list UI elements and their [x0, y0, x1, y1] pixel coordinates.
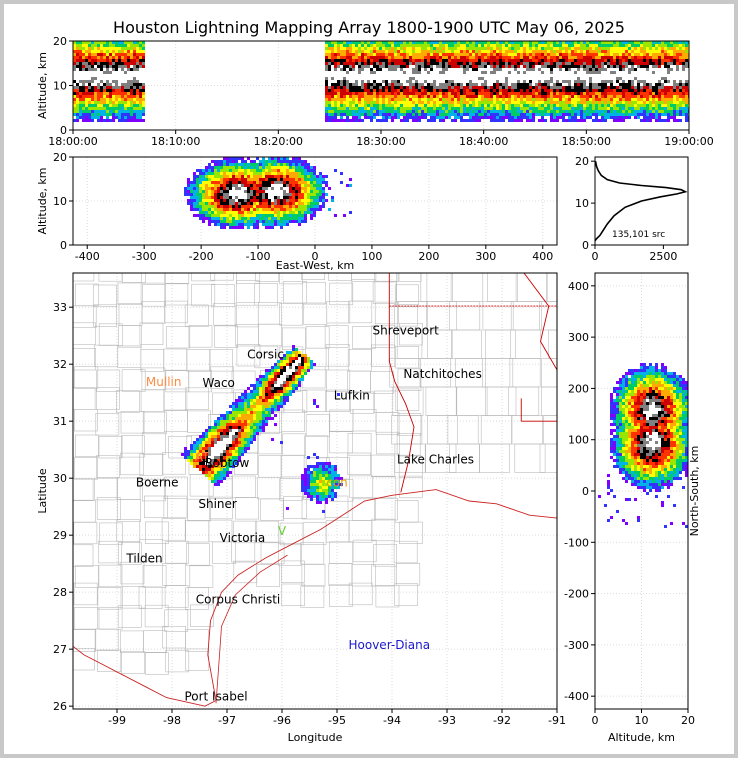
north-south-yaxis-tick-label: 0 — [582, 485, 589, 498]
east-west-xaxis-tick-label: 400 — [532, 250, 553, 263]
latitude-axis-tick-label: 31 — [53, 415, 67, 428]
north-south-yaxis-tick-label: -200 — [564, 588, 589, 601]
city-label: Tilden — [125, 552, 162, 566]
longitude-axis-tick-label: -94 — [383, 714, 401, 727]
longitude-axis-tick-label: -91 — [548, 714, 566, 727]
east-west-yaxis-tick-label: 20 — [53, 151, 67, 164]
longitude-axis-tick-label: -96 — [273, 714, 291, 727]
lma-figure: 135,101 src Shreveport Corsic Natchitoches W… — [36, 35, 714, 744]
figure-frame: Houston Lightning Mapping Array 1800-190… — [4, 4, 734, 754]
time-altitude-yaxis-tick-label: 20 — [53, 35, 67, 48]
altitude-xaxis-tick-label: 10 — [635, 714, 649, 727]
latitude-axis-tick-label: 32 — [53, 358, 67, 371]
north-south-yaxis-tick-label: 300 — [568, 331, 589, 344]
map-frame — [72, 272, 558, 710]
city-label: Corpus Christi — [196, 593, 281, 607]
north-south-yaxis-tick-label: -300 — [564, 639, 589, 652]
la-ms-border — [520, 398, 557, 422]
east-west-xaxis-tick-label: -300 — [132, 250, 157, 263]
north-south-density — [598, 363, 688, 528]
latitude-axis-tick-label: 27 — [53, 643, 67, 656]
longitude-axis-tick-label: -99 — [108, 714, 126, 727]
city-label: Port Isabel — [184, 690, 247, 704]
time-axis-tick-label: 18:50:00 — [562, 135, 611, 148]
altitude-xaxis-tick-label: 0 — [592, 714, 599, 727]
tx-la-border — [388, 273, 415, 493]
east-west-xaxis-tick-label: -100 — [246, 250, 271, 263]
north-south-yaxis-tick-label: -400 — [564, 690, 589, 703]
time-axis-tick-label: 18:20:00 — [254, 135, 303, 148]
city-label: Shreveport — [373, 324, 440, 338]
city-label: Hoover-Diana — [349, 638, 431, 652]
latitude-axis-tick-label: 33 — [53, 301, 67, 314]
time-altitude-density — [73, 41, 689, 122]
north-south-yaxis-tick-label: 100 — [568, 434, 589, 447]
time-altitude-yaxis-tick-label: 10 — [53, 80, 67, 93]
histogram-xaxis-tick-label: 2500 — [649, 250, 677, 263]
city-label: Corsic — [247, 348, 284, 362]
city-label: Robtow — [205, 456, 250, 470]
time-axis-tick-label: 18:30:00 — [356, 135, 405, 148]
latitude-axis-tick-label: 28 — [53, 586, 67, 599]
histogram-yaxis-tick-label: 20 — [575, 155, 589, 168]
latitude-axis-tick-label: 26 — [53, 700, 67, 713]
altitude-histogram-frame — [594, 156, 689, 246]
city-label: Mullin — [146, 375, 182, 389]
longitude-axis-tick-label: -95 — [328, 714, 346, 727]
north-south-yaxis-tick-label: 200 — [568, 382, 589, 395]
time-axis-tick-label: 18:40:00 — [459, 135, 508, 148]
east-west-xaxis-tick-label: 0 — [312, 250, 319, 263]
coastline — [73, 489, 557, 707]
city-label: Waco — [203, 376, 235, 390]
east-west-ylabel: Altitude, km — [36, 167, 49, 234]
page-title: Houston Lightning Mapping Array 1800-190… — [113, 18, 625, 37]
east-west-xaxis-tick-label: 100 — [361, 250, 382, 263]
east-west-xaxis-tick-label: 200 — [418, 250, 439, 263]
city-label: Lake Charles — [397, 452, 474, 466]
city-label: Natchitoches — [403, 367, 481, 381]
time-axis-tick-label: 18:10:00 — [151, 135, 200, 148]
city-label: Victoria — [220, 531, 266, 545]
storm-density — [181, 345, 343, 513]
barrier-island — [215, 554, 288, 704]
city-label: V — [278, 524, 287, 538]
latitude-label: Latitude — [36, 468, 49, 514]
east-west-density — [184, 157, 352, 229]
north-south-yaxis-tick-label: -100 — [564, 536, 589, 549]
city-label: Lufkin — [334, 389, 370, 403]
longitude-axis-tick-label: -97 — [218, 714, 236, 727]
altitude-xlabel: Altitude, km — [608, 731, 675, 744]
time-axis-tick-label: 18:00:00 — [48, 135, 97, 148]
time-altitude-yaxis-tick-label: 0 — [60, 124, 67, 137]
east-west-yaxis-tick-label: 10 — [53, 195, 67, 208]
city-label: AT — [195, 450, 210, 464]
time-axis-tick-label: 19:00:00 — [664, 135, 713, 148]
latitude-axis-tick-label: 30 — [53, 472, 67, 485]
longitude-axis-tick-label: -93 — [438, 714, 456, 727]
mississippi-river-border — [523, 273, 557, 371]
time-altitude-ylabel: Altitude, km — [36, 52, 49, 119]
longitude-label: Longitude — [288, 731, 343, 744]
city-label: Boerne — [136, 476, 179, 490]
city-label: con — [326, 476, 348, 490]
altitude-histogram-line — [595, 161, 688, 242]
altitude-xaxis-tick-label: 20 — [681, 714, 695, 727]
east-west-xaxis-tick-label: -400 — [75, 250, 100, 263]
east-west-yaxis-tick-label: 0 — [60, 239, 67, 252]
north-south-yaxis-tick-label: 400 — [568, 280, 589, 293]
source-count-label: 135,101 src — [612, 230, 665, 240]
longitude-axis-tick-label: -98 — [163, 714, 181, 727]
east-west-xlabel: East-West, km — [276, 259, 354, 272]
north-south-frame — [594, 272, 689, 710]
north-south-ylabel: North-South, km — [688, 446, 701, 537]
latitude-axis-tick-label: 29 — [53, 529, 67, 542]
east-west-xaxis-tick-label: -200 — [189, 250, 214, 263]
histogram-yaxis-tick-label: 10 — [575, 197, 589, 210]
longitude-axis-tick-label: -92 — [493, 714, 511, 727]
north-south-grid — [595, 273, 688, 709]
city-label: Shiner — [198, 497, 237, 511]
east-west-xaxis-tick-label: 300 — [475, 250, 496, 263]
histogram-yaxis-tick-label: 0 — [582, 239, 589, 252]
histogram-xaxis-tick-label: 0 — [592, 250, 599, 263]
